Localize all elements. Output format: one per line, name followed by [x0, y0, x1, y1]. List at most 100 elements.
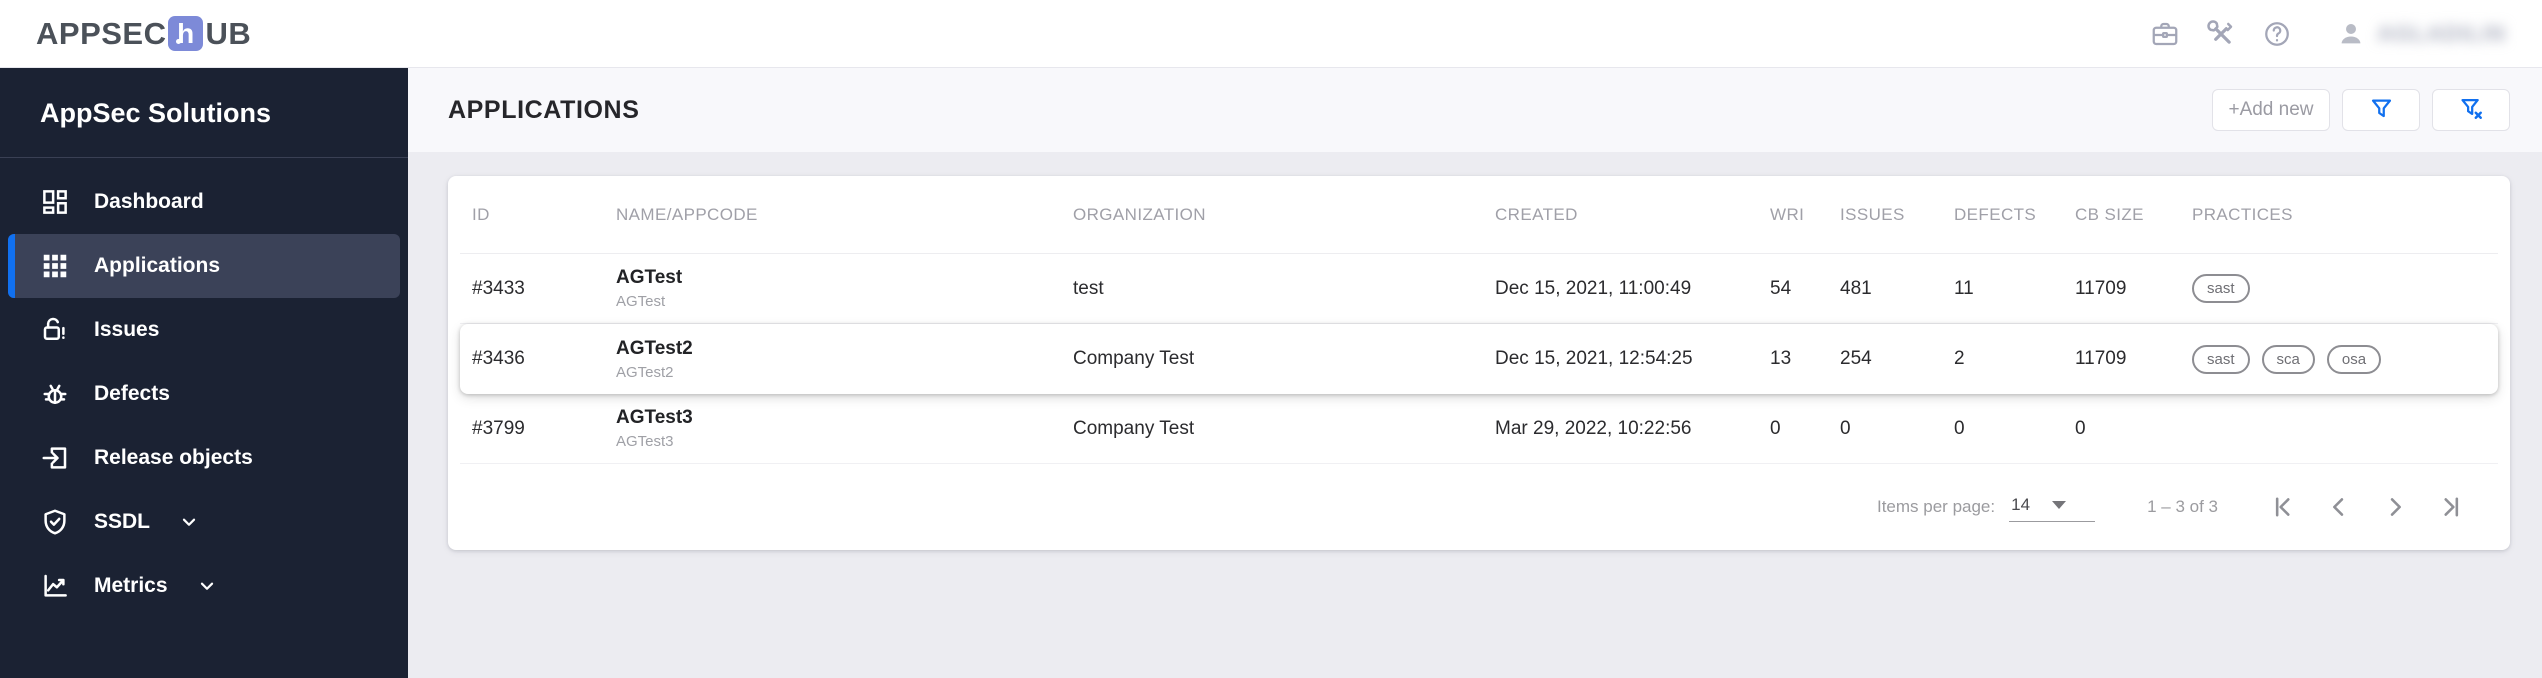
sidebar: AppSec Solutions Dashboard Applications Is… — [0, 68, 408, 678]
application-name: AGTest — [616, 267, 683, 288]
logo-text-prefix: APPSEC — [36, 16, 167, 51]
application-appcode: AGTest2 — [616, 363, 674, 381]
filter-button[interactable] — [2342, 89, 2420, 131]
apps-grid-icon — [40, 251, 70, 281]
cell-name-appcode: AGTest3 AGTest3 — [616, 407, 1073, 450]
column-header-wri: WRI — [1770, 204, 1805, 224]
table-row[interactable]: #3433 AGTest AGTest test Dec 15, 2021, 11:00… — [460, 254, 2498, 324]
items-per-page-select[interactable]: 14 — [2009, 491, 2096, 522]
sidebar-item-metrics[interactable]: Metrics — [8, 554, 400, 618]
briefcase-icon[interactable] — [2149, 18, 2181, 50]
main-area: APPLICATIONS +Add new — [408, 68, 2542, 678]
appsechub-logo: APPSEC h UB — [36, 16, 251, 51]
cell-practices: sast — [2192, 274, 2498, 303]
practice-badges: sast — [2192, 274, 2498, 303]
sidebar-item-applications[interactable]: Applications — [8, 234, 400, 298]
table-header-row: ID NAME/APPCODE ORGANIZATION CREATED WRI ISSU… — [460, 176, 2498, 254]
table-row[interactable]: #3799 AGTest3 AGTest3 Company Test Mar 29, 2… — [460, 394, 2498, 464]
filter-icon — [2368, 95, 2395, 125]
tools-icon[interactable] — [2205, 18, 2237, 50]
column-header-created: CREATED — [1495, 204, 1578, 224]
user-name: AGLADILIN — [2377, 20, 2506, 46]
topbar: APPSEC h UB — [0, 0, 2542, 68]
table-row[interactable]: #3436 AGTest2 AGTest2 Company Test Dec 15, 2… — [460, 324, 2498, 394]
page-title: APPLICATIONS — [448, 95, 640, 124]
column-header-issues: ISSUES — [1840, 204, 1905, 224]
help-icon[interactable] — [2261, 18, 2293, 50]
sidebar-item-ssdl[interactable]: SSDL — [8, 490, 400, 554]
sidebar-item-label: Release objects — [94, 446, 253, 469]
table-body: #3433 AGTest AGTest test Dec 15, 2021, 11:00… — [460, 254, 2498, 464]
add-new-button[interactable]: +Add new — [2212, 89, 2330, 131]
caret-down-icon — [2052, 501, 2067, 509]
user-menu[interactable]: AGLADILIN — [2335, 18, 2506, 50]
sidebar-item-dashboard[interactable]: Dashboard — [8, 170, 400, 234]
column-header-cb-size: CB SIZE — [2075, 204, 2144, 224]
paginator: Items per page: 14 1 – 3 of 3 — [460, 464, 2498, 549]
cell-id: #3433 — [472, 277, 525, 299]
cell-created: Mar 29, 2022, 10:22:56 — [1495, 417, 1692, 439]
cell-organization: Company Test — [1073, 348, 1195, 369]
previous-page-button[interactable] — [2316, 484, 2362, 530]
filter-clear-icon — [2458, 95, 2485, 125]
column-header-id: ID — [472, 204, 490, 224]
sidebar-nav: Dashboard Applications Issues Defects Releas… — [0, 158, 408, 618]
cell-issues: 481 — [1840, 277, 1872, 299]
cell-issues: 254 — [1840, 348, 1872, 369]
items-per-page-label: Items per page: — [1876, 496, 1996, 516]
column-header-practices: PRACTICES — [2192, 204, 2293, 224]
application-appcode: AGTest — [616, 293, 666, 310]
sidebar-item-defects[interactable]: Defects — [8, 362, 400, 426]
pager-buttons — [2260, 484, 2474, 530]
cell-organization: Company Test — [1073, 417, 1195, 439]
cell-created: Dec 15, 2021, 12:54:25 — [1495, 348, 1693, 369]
cell-cb-size: 11709 — [2075, 277, 2127, 299]
column-header-name-appcode: NAME/APPCODE — [616, 204, 758, 224]
sidebar-item-label: Issues — [94, 318, 160, 341]
first-page-button[interactable] — [2260, 484, 2306, 530]
bug-icon — [40, 379, 70, 409]
cell-wri: 54 — [1770, 277, 1792, 299]
release-objects-icon — [40, 443, 70, 473]
chevron-down-icon — [196, 575, 218, 597]
cell-name-appcode: AGTest2 AGTest2 — [616, 338, 1073, 381]
practice-badge-sast: sast — [2192, 274, 2250, 303]
cell-cb-size: 0 — [2075, 417, 2086, 439]
chevron-down-icon — [178, 511, 200, 533]
cell-practices: sast sca osa — [2192, 344, 2498, 374]
shield-check-icon — [40, 507, 70, 537]
application-name: AGTest3 — [616, 407, 693, 428]
cell-id: #3436 — [472, 348, 525, 369]
person-icon — [2335, 18, 2367, 50]
sidebar-item-label: Dashboard — [94, 190, 204, 213]
lock-alert-icon — [40, 315, 70, 345]
logo-text-suffix: UB — [205, 16, 252, 51]
application-name: AGTest2 — [616, 337, 693, 359]
sidebar-item-release-objects[interactable]: Release objects — [8, 426, 400, 490]
last-page-button[interactable] — [2428, 484, 2474, 530]
sidebar-item-label: Applications — [94, 254, 221, 277]
metrics-chart-icon — [40, 571, 70, 601]
page-header: APPLICATIONS +Add new — [408, 68, 2542, 152]
sidebar-item-label: Defects — [94, 382, 170, 405]
sidebar-title: AppSec Solutions — [40, 98, 272, 128]
practice-badge-sca: sca — [2261, 344, 2315, 374]
filter-clear-button[interactable] — [2432, 89, 2510, 131]
practice-badge-sast: sast — [2192, 344, 2250, 374]
next-page-button[interactable] — [2372, 484, 2418, 530]
page-range-label: 1 – 3 of 3 — [2147, 496, 2218, 516]
cell-organization: test — [1073, 277, 1104, 299]
dashboard-icon — [40, 187, 70, 217]
practice-badge-osa: osa — [2326, 344, 2382, 374]
cell-cb-size: 11709 — [2075, 348, 2127, 369]
sidebar-item-issues[interactable]: Issues — [8, 298, 400, 362]
items-per-page-value: 14 — [2011, 495, 2031, 514]
cell-wri: 13 — [1770, 348, 1792, 369]
application-appcode: AGTest3 — [616, 433, 674, 450]
cell-defects: 11 — [1954, 277, 1974, 299]
header-actions: +Add new — [2212, 89, 2510, 131]
cell-wri: 0 — [1770, 417, 1781, 439]
cell-name-appcode: AGTest AGTest — [616, 267, 1073, 310]
cell-issues: 0 — [1840, 417, 1851, 439]
cell-defects: 0 — [1954, 417, 1965, 439]
